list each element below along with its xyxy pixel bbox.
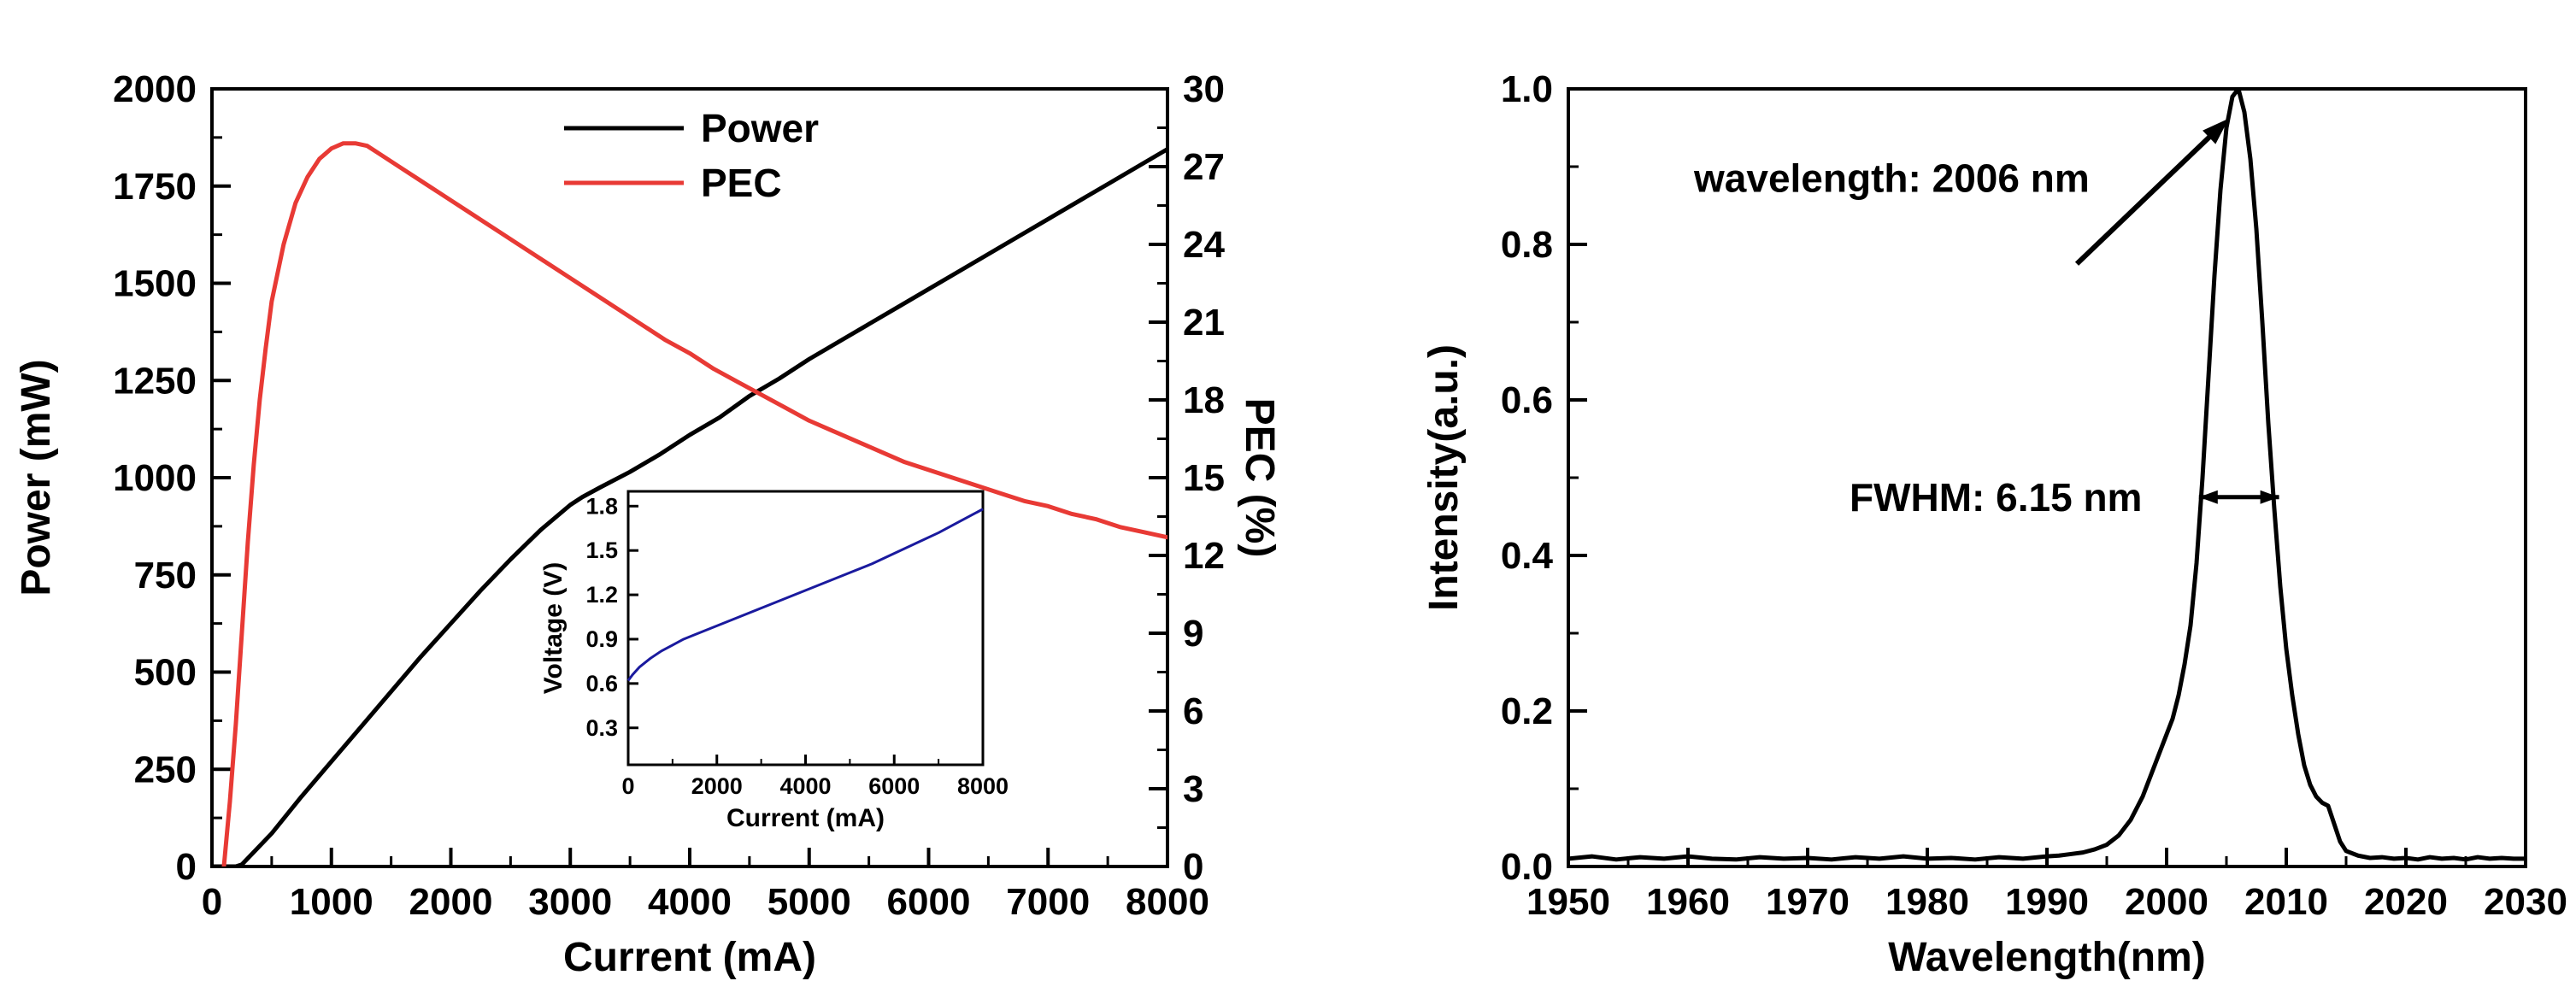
- svg-text:wavelength: 2006 nm: wavelength: 2006 nm: [1693, 156, 2090, 201]
- svg-text:Current (mA): Current (mA): [563, 935, 816, 980]
- svg-text:6000: 6000: [887, 881, 971, 923]
- svg-text:3: 3: [1183, 768, 1203, 810]
- svg-text:1.5: 1.5: [585, 537, 618, 563]
- svg-text:18: 18: [1183, 379, 1225, 421]
- svg-text:250: 250: [134, 749, 197, 790]
- svg-text:Intensity(a.u.): Intensity(a.u.): [1421, 344, 1467, 611]
- svg-text:12: 12: [1183, 535, 1225, 577]
- svg-text:2000: 2000: [409, 881, 493, 923]
- spectrum-chart-panel: 1950 1960 1970 1980 1990 2000 2010 2020 2030 0.0 0…: [1282, 0, 2576, 981]
- svg-text:1980: 1980: [1885, 881, 1969, 923]
- svg-text:FWHM: 6.15 nm: FWHM: 6.15 nm: [1850, 475, 2142, 520]
- svg-text:Wavelength(nm): Wavelength(nm): [1888, 935, 2206, 980]
- svg-text:5000: 5000: [768, 881, 851, 923]
- li-pec-chart-panel: 0 1000 2000 3000 4000 5000 6000 7000 8000 0 250 500…: [0, 0, 1282, 981]
- svg-text:4000: 4000: [779, 773, 831, 799]
- svg-text:8000: 8000: [1126, 881, 1209, 923]
- svg-text:1990: 1990: [2005, 881, 2089, 923]
- svg-text:6000: 6000: [868, 773, 920, 799]
- svg-text:30: 30: [1183, 68, 1225, 110]
- svg-text:500: 500: [134, 652, 197, 694]
- svg-text:Power: Power: [701, 106, 819, 150]
- svg-text:2000: 2000: [691, 773, 743, 799]
- svg-text:1.2: 1.2: [585, 582, 618, 608]
- svg-text:Voltage (V): Voltage (V): [539, 562, 568, 694]
- svg-text:1000: 1000: [113, 457, 197, 499]
- svg-text:3000: 3000: [528, 881, 612, 923]
- svg-text:0.3: 0.3: [585, 715, 618, 741]
- svg-text:Current (mA): Current (mA): [726, 804, 885, 832]
- svg-text:2000: 2000: [2125, 881, 2208, 923]
- svg-text:0: 0: [202, 881, 222, 923]
- svg-text:PEC: PEC: [701, 161, 782, 205]
- svg-text:15: 15: [1183, 457, 1225, 499]
- svg-text:1.8: 1.8: [585, 493, 618, 519]
- svg-text:21: 21: [1183, 302, 1225, 344]
- svg-text:2030: 2030: [2484, 881, 2567, 923]
- svg-text:27: 27: [1183, 146, 1225, 188]
- svg-text:2000: 2000: [113, 68, 197, 110]
- svg-text:8000: 8000: [957, 773, 1009, 799]
- svg-text:0: 0: [1183, 846, 1203, 888]
- svg-text:6: 6: [1183, 690, 1203, 732]
- svg-text:24: 24: [1183, 224, 1225, 266]
- svg-text:1970: 1970: [1766, 881, 1850, 923]
- svg-text:0: 0: [621, 773, 634, 799]
- svg-text:1960: 1960: [1646, 881, 1730, 923]
- svg-text:9: 9: [1183, 613, 1203, 655]
- svg-text:0.6: 0.6: [585, 671, 618, 696]
- svg-text:2020: 2020: [2364, 881, 2448, 923]
- svg-text:4000: 4000: [648, 881, 732, 923]
- svg-text:7000: 7000: [1006, 881, 1090, 923]
- svg-text:750: 750: [134, 555, 197, 596]
- svg-text:1250: 1250: [113, 360, 197, 402]
- svg-text:0.0: 0.0: [1501, 846, 1553, 888]
- svg-text:0.6: 0.6: [1501, 379, 1553, 421]
- li-pec-chart: 0 1000 2000 3000 4000 5000 6000 7000 80000250500…: [14, 68, 1282, 980]
- spectrum-chart: 1950 1960 1970 1980 1990 2000 2010 2020 2030 0.0 0…: [1421, 68, 2567, 980]
- svg-text:1.0: 1.0: [1501, 68, 1553, 110]
- svg-text:1950: 1950: [1526, 881, 1610, 923]
- svg-text:1500: 1500: [113, 263, 197, 305]
- svg-text:0.8: 0.8: [1501, 224, 1553, 266]
- svg-text:0.9: 0.9: [585, 626, 618, 652]
- svg-text:Power (mW): Power (mW): [14, 359, 59, 596]
- svg-text:0.2: 0.2: [1501, 690, 1553, 732]
- svg-text:0: 0: [176, 846, 197, 888]
- svg-text:1000: 1000: [290, 881, 373, 923]
- svg-text:PEC (%): PEC (%): [1237, 398, 1282, 558]
- svg-text:0.4: 0.4: [1501, 535, 1554, 577]
- svg-text:2010: 2010: [2244, 881, 2328, 923]
- svg-text:1750: 1750: [113, 166, 197, 208]
